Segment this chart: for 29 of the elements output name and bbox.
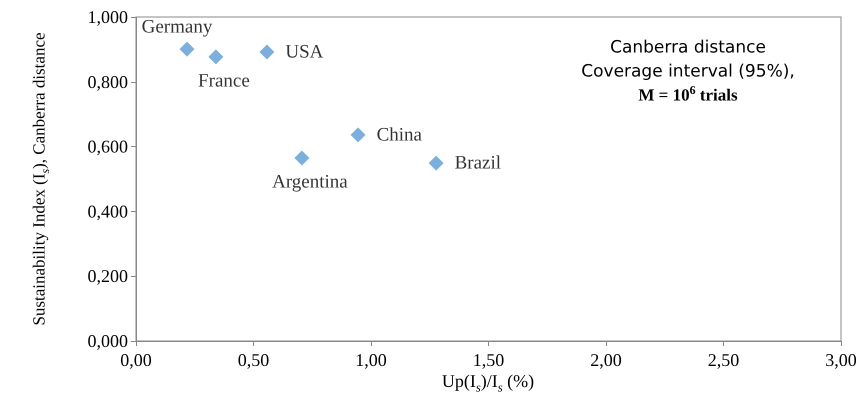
point <box>179 42 194 57</box>
x-tick-label: 2,50 <box>708 350 740 370</box>
y-tick-label: 0,800 <box>88 72 128 92</box>
y-tick-label: 0,600 <box>88 136 128 157</box>
annotation: China <box>376 124 423 146</box>
y-tick-label: 0,000 <box>88 331 128 351</box>
point <box>350 127 366 142</box>
x-tick-label: 2,00 <box>590 350 622 370</box>
x-tick-label: 1,00 <box>355 350 387 370</box>
x-tick-label: 0,00 <box>120 350 152 370</box>
annotation: M = 10$^{6}$ trials <box>638 83 738 106</box>
annotation: Germany <box>142 16 213 38</box>
y-tick-label: 0,200 <box>88 266 128 286</box>
y-tick-label: 1,000 <box>88 7 128 27</box>
annotation: Argentina <box>272 171 348 192</box>
annotation: Canberra distance <box>610 38 766 58</box>
x-tick-label: 0,50 <box>238 350 270 370</box>
annotation: France <box>198 70 250 92</box>
point <box>428 156 444 171</box>
x-tick-label: 3,00 <box>825 350 857 370</box>
annotation: Coverage interval (95%), <box>581 62 795 82</box>
annotation: Brazil <box>454 152 502 174</box>
x-tick-label: 1,50 <box>472 350 504 370</box>
point <box>208 49 224 64</box>
x-axis-title: Up(I$_{s}$)/I$_{s}$ (%) <box>442 371 534 395</box>
point <box>294 150 310 166</box>
y-tick-label: 0,400 <box>88 201 128 222</box>
annotation: USA <box>285 41 324 62</box>
point <box>259 44 274 60</box>
